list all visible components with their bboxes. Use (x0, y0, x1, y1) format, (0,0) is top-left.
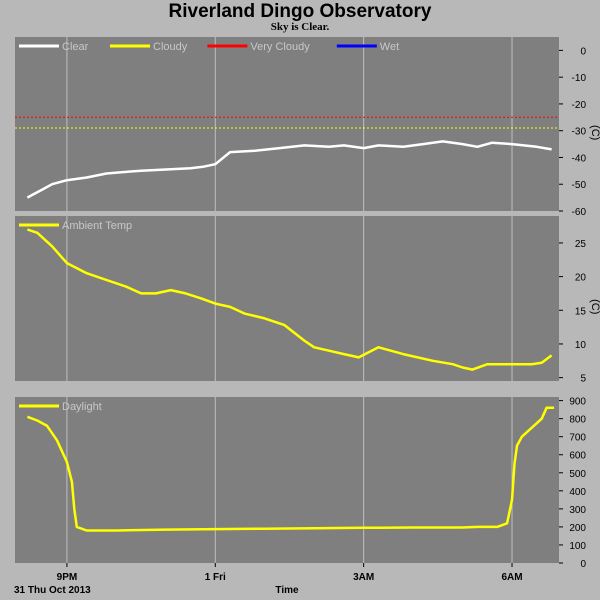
y-tick-label: 5 (580, 374, 586, 385)
y-tick-label: 800 (569, 415, 586, 426)
legend-label: Clear (62, 41, 89, 53)
chart-panel-temperature: 25 20 15 10 5 (C) Ambient Temp (15, 216, 600, 385)
page-title: Riverland Dingo Observatory (168, 1, 432, 22)
y-tick-label: 25 (575, 239, 587, 250)
y-tick-label: -20 (572, 100, 587, 111)
y-tick-label: 200 (569, 523, 586, 534)
x-tick-label: 3AM (353, 572, 374, 583)
y-tick-label: 600 (569, 451, 586, 462)
panel-background (15, 216, 559, 381)
series-line-clear (26, 140, 552, 199)
legend-label: Daylight (62, 401, 102, 413)
y-tick-label: -50 (572, 180, 587, 191)
legend-label: Wet (380, 41, 399, 53)
y-tick-label: 0 (580, 46, 586, 57)
x-axis-title: Time (275, 585, 299, 596)
y-tick-label: -10 (572, 73, 587, 84)
y-axis-unit-label: (C) (589, 125, 600, 140)
y-tick-label: 400 (569, 487, 586, 498)
y-tick-label: 900 (569, 397, 586, 408)
y-tick-label: 0 (580, 559, 586, 570)
y-tick-label: -30 (572, 127, 587, 138)
date-label: 31 Thu Oct 2013 (14, 585, 91, 596)
y-tick-label: 20 (575, 273, 587, 284)
y-tick-label: 500 (569, 469, 586, 480)
chart-panel-sky: 0 -10 -20 -30 -40 -50 -60 (C) Clear Cloudy Very Cl… (15, 37, 600, 218)
y-tick-label: 15 (575, 306, 587, 317)
y-tick-label: 700 (569, 433, 586, 444)
series-line-ambient-temp (27, 228, 553, 371)
y-tick-label: -40 (572, 153, 587, 164)
y-axis-unit-label: (C) (589, 299, 600, 314)
y-tick-label: 10 (575, 340, 587, 351)
x-tick-label: 6AM (501, 572, 522, 583)
y-tick-label: 100 (569, 541, 586, 552)
y-tick-label: -60 (572, 207, 587, 218)
legend-label: Cloudy (153, 41, 188, 53)
legend-label: Ambient Temp (62, 220, 132, 232)
sky-status-subtitle: Sky is Clear. (270, 21, 330, 33)
x-tick-label: 1 Fri (205, 572, 226, 583)
legend-label: Very Cloudy (250, 41, 310, 53)
series-line-daylight (26, 406, 555, 532)
panel-background (15, 397, 559, 563)
y-tick-label: 300 (569, 505, 586, 516)
x-tick-label: 9PM (57, 572, 78, 583)
panel-background (15, 37, 559, 211)
chart-panel-daylight: 900 800 700 600 500 400 300 200 100 0 Daylight 9PM 1… (15, 397, 586, 583)
